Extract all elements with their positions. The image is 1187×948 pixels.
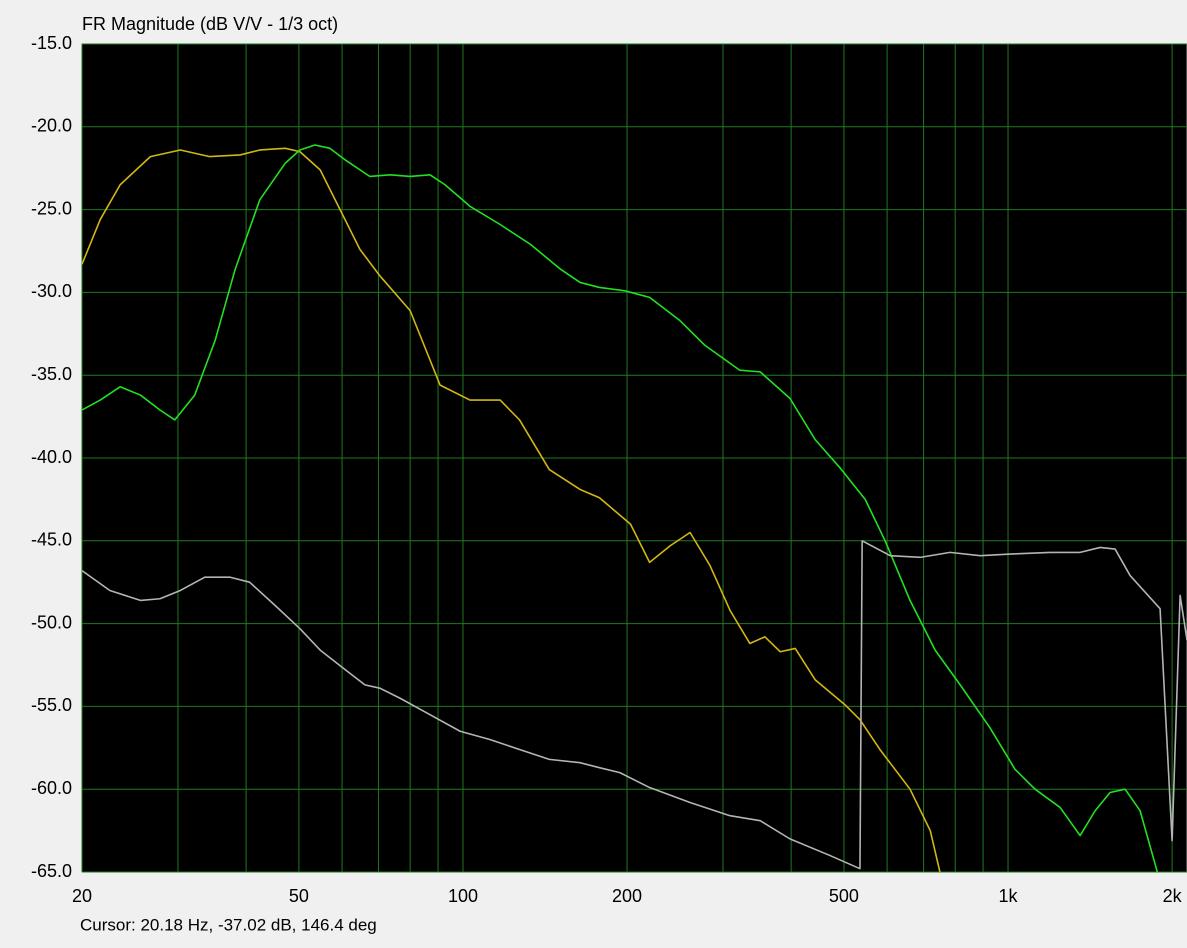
y-tick-label: -15.0 xyxy=(31,33,72,53)
y-tick-label: -65.0 xyxy=(31,861,72,881)
y-tick-label: -60.0 xyxy=(31,778,72,798)
x-tick-label: 500 xyxy=(829,886,859,906)
y-tick-label: -25.0 xyxy=(31,198,72,218)
series-line xyxy=(82,144,1159,872)
y-tick-label: -20.0 xyxy=(31,116,72,136)
series-line xyxy=(82,147,941,872)
x-tick-label: 1k xyxy=(999,886,1019,906)
y-tick-label: -45.0 xyxy=(31,530,72,550)
y-tick-label: -30.0 xyxy=(31,281,72,301)
x-tick-label: 100 xyxy=(448,886,478,906)
y-tick-label: -35.0 xyxy=(31,364,72,384)
series-group xyxy=(82,144,1187,872)
y-tick-label: -50.0 xyxy=(31,612,72,632)
x-tick-label: 2k xyxy=(1163,886,1183,906)
series-line xyxy=(82,540,1187,870)
x-tick-label: 20 xyxy=(72,886,92,906)
grid xyxy=(81,43,1187,873)
chart-title: FR Magnitude (dB V/V - 1/3 oct) xyxy=(82,14,338,34)
x-tick-label: 200 xyxy=(612,886,642,906)
cursor-readout: Cursor: 20.18 Hz, -37.02 dB, 146.4 deg xyxy=(80,915,377,934)
y-tick-label: -55.0 xyxy=(31,695,72,715)
y-tick-label: -40.0 xyxy=(31,447,72,467)
x-tick-label: 50 xyxy=(289,886,309,906)
